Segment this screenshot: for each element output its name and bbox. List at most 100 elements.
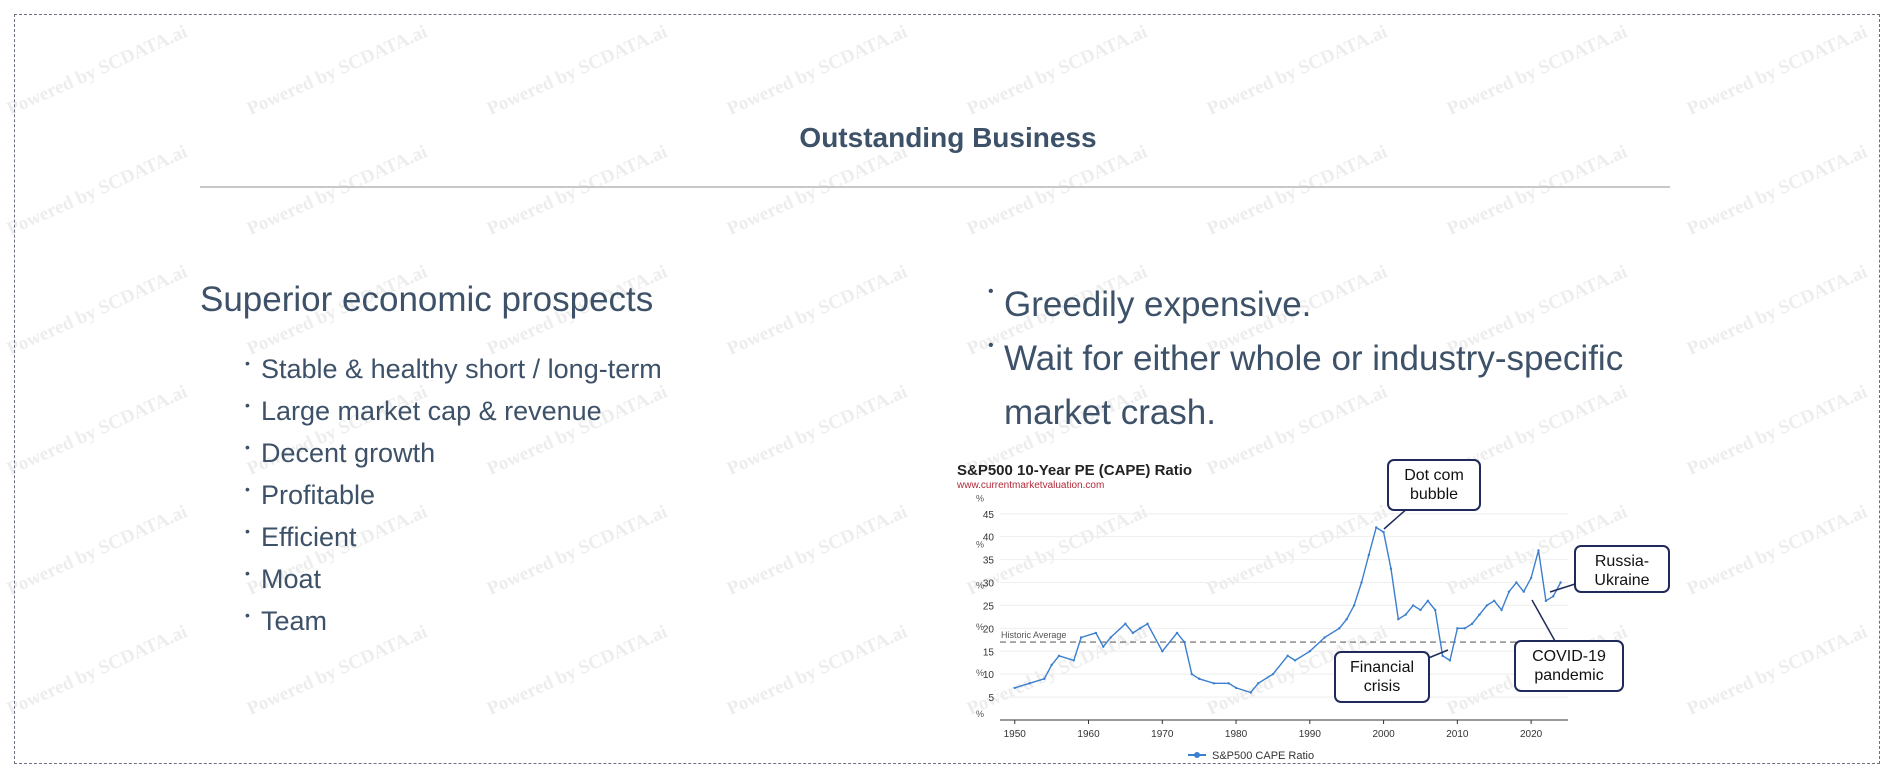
cape-ratio-chart: S&P500 10-Year PE (CAPE) Ratiowww.curren…: [956, 459, 1670, 762]
annotation-text: Russia-: [1595, 553, 1649, 570]
annotation-box: [1334, 651, 1430, 703]
data-point: [1161, 650, 1164, 653]
list-item: • Wait for either whole or industry-speci…: [988, 332, 1688, 440]
y-unit-mark: %: [976, 494, 984, 504]
data-point: [1271, 672, 1275, 676]
legend-label: S&P500 CAPE Ratio: [1212, 750, 1314, 762]
data-point: [1552, 595, 1555, 598]
x-tick-label: 1960: [1077, 729, 1100, 740]
historic-average-label: Historic Average: [1001, 630, 1066, 640]
y-tick-label: 35: [983, 556, 995, 567]
annotation-text: Financial: [1350, 659, 1414, 676]
data-point: [1559, 581, 1562, 584]
list-item-text: Large market cap & revenue: [261, 396, 602, 426]
data-point: [1411, 604, 1415, 607]
data-point: [1131, 631, 1134, 635]
bullet-icon: •: [245, 523, 250, 539]
y-tick-label: 10: [983, 670, 995, 681]
y-unit-mark: %: [976, 622, 984, 632]
list-item-text: Team: [261, 606, 328, 636]
data-point: [1544, 599, 1548, 603]
annotation-text: COVID-19: [1532, 648, 1606, 665]
data-point: [1338, 627, 1341, 630]
annotation-text: Ukraine: [1594, 572, 1649, 589]
chart-title: S&P500 10-Year PE (CAPE) Ratio: [957, 462, 1192, 479]
x-tick-label: 1990: [1299, 729, 1322, 740]
y-tick-label: 40: [983, 533, 995, 544]
data-point: [1529, 576, 1533, 580]
slide-frame: [14, 14, 1880, 764]
list-item: • Moat: [245, 564, 662, 606]
annotation-box: [1514, 640, 1624, 692]
annotation-text: bubble: [1410, 486, 1458, 503]
data-point: [1389, 567, 1393, 570]
data-point: [1109, 636, 1112, 639]
list-item: • Stable & healthy short / long-term: [245, 354, 662, 396]
data-point: [1079, 636, 1083, 639]
left-heading: Superior economic prospects: [200, 280, 654, 319]
y-unit-mark: %: [976, 581, 984, 591]
list-item-text: Stable & healthy short / long-term: [261, 354, 662, 384]
title-divider: [200, 186, 1670, 188]
x-tick-label: 1980: [1225, 729, 1248, 740]
annotation-box: [1387, 459, 1481, 511]
data-point: [1323, 636, 1326, 639]
data-point: [1441, 654, 1444, 658]
list-item-text: Moat: [261, 564, 322, 594]
data-point: [1537, 549, 1540, 552]
data-point: [1175, 631, 1179, 635]
data-point: [1050, 663, 1053, 667]
right-bullet-list: • Greedily expensive. • Wait for either wh…: [988, 278, 1688, 440]
data-point: [1183, 640, 1186, 644]
data-point: [1397, 617, 1400, 621]
data-point: [1360, 581, 1363, 584]
y-tick-label: 45: [983, 510, 995, 521]
data-point: [1043, 677, 1046, 680]
data-point: [1308, 650, 1312, 653]
chart-subtitle: www.currentmarketvaluation.com: [956, 480, 1104, 491]
bullet-icon: •: [245, 607, 250, 623]
data-point: [1500, 608, 1503, 612]
y-tick-label: 30: [983, 579, 995, 590]
data-point: [1124, 622, 1127, 625]
data-point: [1094, 631, 1098, 635]
list-item: • Greedily expensive.: [988, 278, 1688, 332]
data-point: [1028, 682, 1031, 685]
list-item: • Profitable: [245, 480, 662, 522]
bullet-icon: •: [988, 337, 994, 354]
data-point: [1456, 627, 1459, 630]
list-item-text: Decent growth: [261, 438, 436, 468]
list-item-text: Wait for either whole or industry-specif…: [1004, 339, 1624, 432]
legend-marker: [1194, 752, 1200, 758]
data-point: [1227, 682, 1230, 685]
y-tick-label: 25: [983, 601, 995, 612]
list-item: • Large market cap & revenue: [245, 396, 662, 438]
bullet-icon: •: [245, 439, 250, 455]
data-point: [1212, 682, 1216, 685]
page-title: Outstanding Business: [799, 122, 1097, 153]
list-item: • Decent growth: [245, 438, 662, 480]
data-point: [1419, 608, 1422, 612]
data-point: [1507, 590, 1511, 593]
annotation-text: pandemic: [1534, 667, 1603, 684]
data-point: [1522, 590, 1525, 593]
data-point: [1256, 682, 1260, 685]
annotation-text: Dot com: [1404, 467, 1464, 484]
data-point: [1286, 654, 1289, 658]
data-point: [1102, 645, 1105, 648]
x-tick-label: 2020: [1520, 729, 1543, 740]
y-unit-mark: %: [976, 539, 984, 549]
data-point: [1234, 686, 1238, 690]
list-item: • Team: [245, 606, 662, 648]
annotation-text: crisis: [1364, 678, 1400, 695]
data-point: [1382, 530, 1385, 534]
y-tick-label: 15: [983, 647, 995, 658]
x-tick-label: 1950: [1004, 729, 1027, 740]
cape-series-line: [1014, 526, 1562, 694]
list-item-text: Efficient: [261, 522, 357, 552]
data-point: [1190, 672, 1193, 676]
annotation-box: [1574, 545, 1670, 593]
data-point: [1345, 617, 1348, 621]
list-item-text: Greedily expensive.: [1004, 285, 1312, 324]
data-point: [1463, 627, 1466, 630]
